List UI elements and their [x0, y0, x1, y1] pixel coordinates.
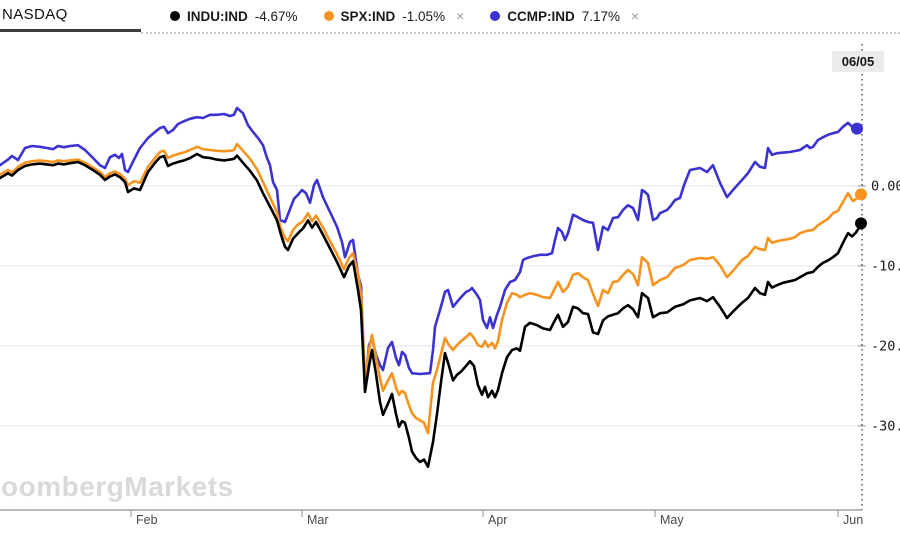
tab-label: NASDAQ	[2, 6, 68, 23]
y-axis-label: 0.00	[871, 179, 900, 195]
series-line-ccmp-ind[interactable]	[0, 106, 860, 389]
series-end-dot-ccmp-ind	[851, 122, 863, 135]
top-bar: NASDAQ INDU:IND -4.67% SPX:IND -1.05% × CCMP:…	[0, 0, 900, 35]
legend-color-dot	[170, 11, 180, 21]
legend-series-name: INDU:IND	[187, 8, 248, 24]
legend-color-dot	[490, 11, 501, 21]
bloomberg-markets-watermark: BloombergMarkets	[0, 471, 234, 502]
legend-series-value: -4.67%	[254, 8, 298, 24]
series-end-dot-spx-ind	[855, 188, 867, 201]
series-legend: INDU:IND -4.67% SPX:IND -1.05% × CCMP:IND 7.17…	[170, 0, 639, 32]
top-separator-dotted-line	[141, 32, 900, 34]
legend-item-spx-ind[interactable]: SPX:IND -1.05% ×	[323, 8, 465, 24]
x-axis-month-label: Feb	[136, 513, 158, 527]
legend-series-name: SPX:IND	[340, 8, 396, 24]
tab-nasdaq[interactable]: NASDAQ	[0, 0, 141, 32]
series-line-indu-ind[interactable]	[0, 152, 864, 469]
x-axis-month-label: Mar	[307, 513, 329, 527]
legend-color-dot	[323, 11, 334, 21]
x-axis-month-label: Apr	[488, 513, 507, 527]
legend-series-name: CCMP:IND	[507, 8, 575, 24]
legend-item-indu-ind[interactable]: INDU:IND -4.67%	[170, 9, 298, 24]
legend-item-ccmp-ind[interactable]: CCMP:IND 7.17% ×	[490, 9, 639, 24]
legend-series-value: -1.05%	[402, 8, 446, 24]
remove-series-icon[interactable]: ×	[456, 8, 465, 24]
y-axis-label: -20.	[871, 339, 900, 355]
series-end-dot-indu-ind	[855, 217, 867, 230]
x-axis-month-label: Jun	[843, 513, 863, 527]
y-axis-label: -30.	[871, 419, 900, 435]
remove-series-icon[interactable]: ×	[631, 8, 640, 24]
cursor-date-flag: 06/05	[832, 51, 884, 72]
y-axis-label: -10.	[871, 259, 900, 275]
legend-series-value: 7.17%	[581, 8, 621, 24]
series-line-spx-ind[interactable]	[0, 142, 864, 435]
x-axis-month-label: May	[660, 513, 684, 527]
